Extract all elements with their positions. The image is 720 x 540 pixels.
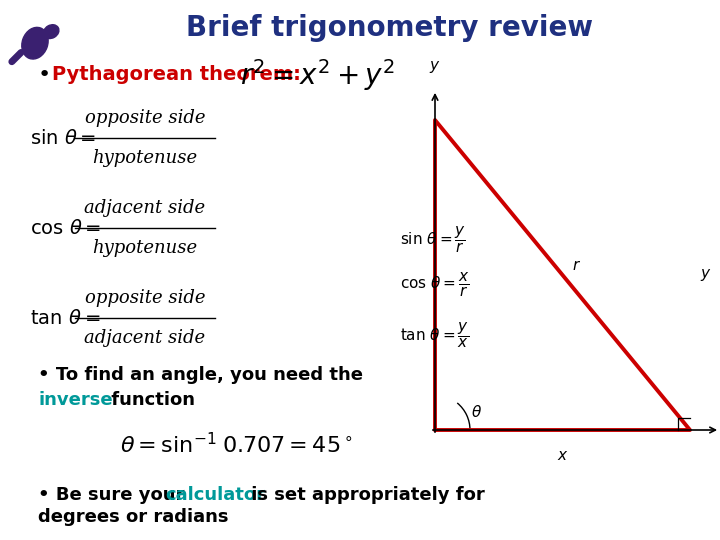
Text: adjacent side: adjacent side <box>84 199 206 217</box>
Text: inverse: inverse <box>38 391 112 409</box>
Text: opposite side: opposite side <box>85 289 205 307</box>
Text: $\theta = \mathrm{sin}^{-1}\;0.707 = 45^\circ$: $\theta = \mathrm{sin}^{-1}\;0.707 = 45^… <box>120 433 353 457</box>
Text: $\sin\,\theta =$: $\sin\,\theta =$ <box>30 129 96 147</box>
Text: is set appropriately for: is set appropriately for <box>245 486 485 504</box>
Text: function: function <box>105 391 195 409</box>
Text: $r^2 = x^2 + y^2$: $r^2 = x^2 + y^2$ <box>240 57 395 93</box>
Text: degrees or radians: degrees or radians <box>38 508 228 526</box>
Text: $\cos\,\theta =$: $\cos\,\theta =$ <box>30 219 102 238</box>
Text: hypotenuse: hypotenuse <box>92 239 197 257</box>
Text: opposite side: opposite side <box>85 109 205 127</box>
Text: $r$: $r$ <box>572 258 582 273</box>
Text: adjacent side: adjacent side <box>84 329 206 347</box>
Text: $x$: $x$ <box>557 448 568 463</box>
Text: calculator: calculator <box>165 486 265 504</box>
Ellipse shape <box>22 28 48 59</box>
Text: $\tan\,\theta = \dfrac{y}{x}$: $\tan\,\theta = \dfrac{y}{x}$ <box>400 320 469 350</box>
Text: $y$: $y$ <box>429 59 441 75</box>
Text: • Be sure your: • Be sure your <box>38 486 191 504</box>
Text: $y$: $y$ <box>700 267 711 283</box>
Text: • To find an angle, you need the: • To find an angle, you need the <box>38 366 363 384</box>
Ellipse shape <box>43 25 59 38</box>
Text: $\cos\,\theta = \dfrac{x}{r}$: $\cos\,\theta = \dfrac{x}{r}$ <box>400 271 470 299</box>
Text: hypotenuse: hypotenuse <box>92 149 197 167</box>
Text: •: • <box>38 65 51 85</box>
Text: Pythagorean theorem:: Pythagorean theorem: <box>52 65 301 84</box>
Text: $\tan\,\theta =$: $\tan\,\theta =$ <box>30 308 100 327</box>
Text: $\theta$: $\theta$ <box>472 404 482 420</box>
Text: Brief trigonometry review: Brief trigonometry review <box>186 14 593 42</box>
Text: $\sin\,\theta = \dfrac{y}{r}$: $\sin\,\theta = \dfrac{y}{r}$ <box>400 225 466 255</box>
